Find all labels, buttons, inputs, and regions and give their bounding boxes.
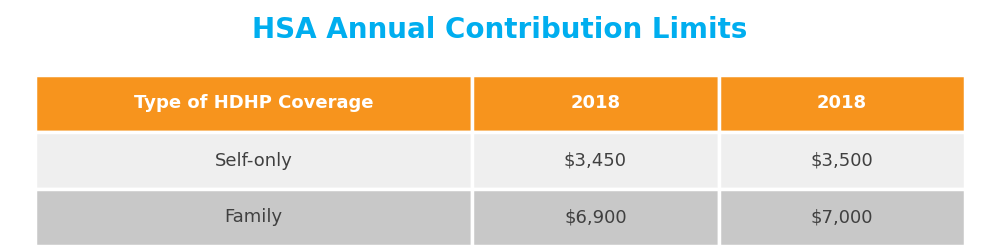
FancyBboxPatch shape xyxy=(35,75,472,132)
Text: $7,000: $7,000 xyxy=(811,208,873,226)
FancyBboxPatch shape xyxy=(472,75,719,132)
FancyBboxPatch shape xyxy=(719,75,965,132)
Text: 2018: 2018 xyxy=(570,94,620,112)
Text: Type of HDHP Coverage: Type of HDHP Coverage xyxy=(134,94,373,112)
Text: 2018: 2018 xyxy=(817,94,867,112)
Text: $3,450: $3,450 xyxy=(564,152,627,170)
Text: $6,900: $6,900 xyxy=(564,208,627,226)
FancyBboxPatch shape xyxy=(472,189,719,246)
FancyBboxPatch shape xyxy=(35,132,472,189)
Text: HSA Annual Contribution Limits: HSA Annual Contribution Limits xyxy=(252,16,748,44)
Text: $3,500: $3,500 xyxy=(810,152,873,170)
FancyBboxPatch shape xyxy=(719,132,965,189)
Text: Family: Family xyxy=(224,208,283,226)
FancyBboxPatch shape xyxy=(472,132,719,189)
FancyBboxPatch shape xyxy=(719,189,965,246)
FancyBboxPatch shape xyxy=(35,189,472,246)
Text: Self-only: Self-only xyxy=(215,152,292,170)
